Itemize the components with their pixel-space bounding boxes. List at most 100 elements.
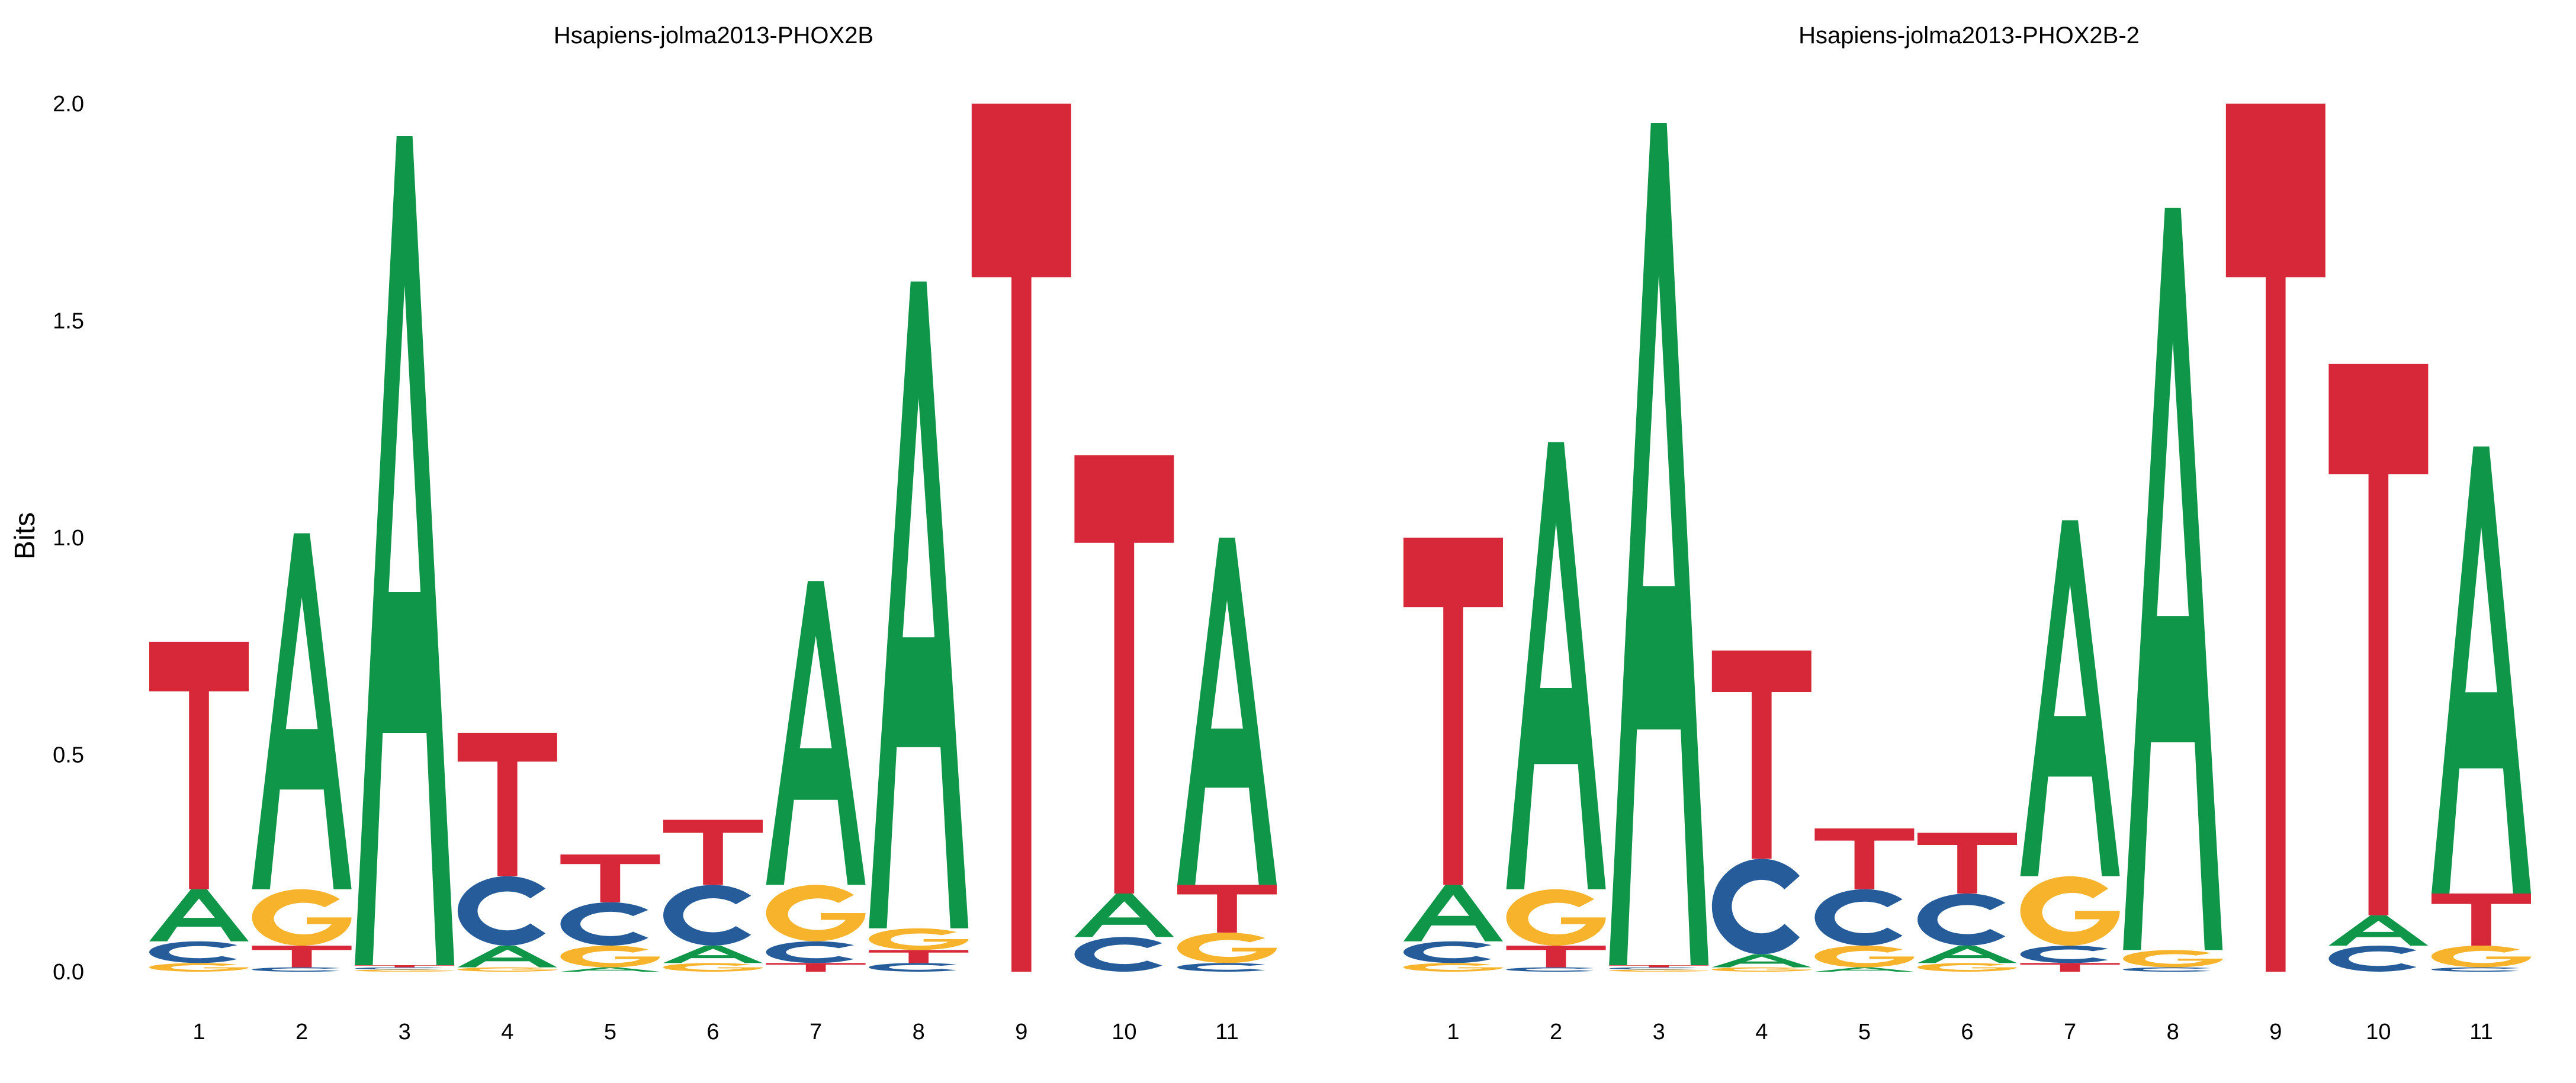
letter-C-pos-5 [1814,889,1903,946]
letter-A-pos-5 [1814,967,1915,972]
letter-T-pos-6 [1917,833,2017,894]
letter-G-pos-2 [1506,889,1606,946]
letter-A-pos-1 [1403,885,1503,941]
letter-T-pos-4 [457,732,557,876]
logo-column-2 [252,533,352,972]
logo-column-10 [2328,364,2429,972]
letter-G-pos-8 [2123,950,2223,968]
logo-column-8 [869,281,969,972]
y-tick-label: 1.5 [53,309,84,334]
y-tick-label: 1.0 [53,526,84,551]
y-tick-label: 0.0 [53,960,84,985]
letter-T-pos-10 [2328,364,2429,915]
letter-C-pos-8 [2123,967,2211,972]
y-tick-label: 2.0 [53,92,84,117]
x-tick-label: 6 [706,1020,719,1045]
letter-C-pos-2 [1506,967,1594,972]
logo-column-6 [663,820,763,972]
x-tick-label: 8 [2167,1020,2179,1045]
letter-C-pos-7 [766,941,854,963]
logo-column-7 [2020,520,2120,972]
x-tick-label: 1 [1447,1020,1459,1045]
letter-C-pos-10 [1074,937,1162,972]
letter-G-pos-1 [149,963,249,972]
x-tick-label: 8 [913,1020,925,1045]
x-tick-label: 7 [810,1020,822,1045]
letter-G-pos-1 [1403,963,1503,972]
x-tick-label: 9 [1015,1020,1027,1045]
letter-A-pos-7 [2020,520,2120,876]
logo-column-4 [1711,650,1811,972]
x-tick-label: 11 [2469,1020,2493,1045]
letter-C-pos-6 [663,885,751,946]
letter-G-pos-7 [766,885,866,941]
letter-T-pos-3 [1609,965,1709,968]
logo-panel-1: Hsapiens-jolma2013-PHOX2B 1 2 3 4 5 6 7 8 9 10 11 [149,23,1277,1045]
letter-A-pos-8 [869,281,969,928]
x-tick-label: 1 [192,1020,205,1045]
logo-column-3 [1609,123,1709,972]
letter-A-pos-7 [766,581,866,885]
letter-A-pos-10 [2328,915,2429,946]
letter-A-pos-5 [560,967,660,972]
letter-T-pos-1 [1403,538,1503,885]
logo-column-1 [1403,538,1503,972]
letter-C-pos-7 [2020,946,2108,963]
y-tick-label: 0.5 [53,743,84,768]
y-axis-ticks: 0.0 0.5 1.0 1.5 2.0 [53,92,84,985]
letter-A-pos-8 [2123,207,2223,950]
letter-G-pos-3 [355,969,455,972]
x-tick-label: 2 [295,1020,308,1045]
x-tick-label: 10 [1112,1020,1136,1045]
logo-column-11 [1177,538,1277,972]
letter-G-pos-8 [869,928,969,950]
x-tick-label: 7 [2064,1020,2076,1045]
logo-column-4 [457,732,557,972]
letter-T-pos-2 [252,946,352,968]
letter-C-pos-11 [2431,967,2520,972]
letter-T-pos-7 [766,963,866,972]
logo-column-5 [560,854,660,972]
logo-column-7 [766,581,866,972]
logo-column-5 [1814,828,1915,972]
letter-T-pos-3 [355,965,455,968]
letter-C-pos-1 [1403,941,1492,963]
letter-C-pos-8 [869,963,957,972]
logo-panel-2: Hsapiens-jolma2013-PHOX2B-2 1 2 3 4 5 6 7 8 9 10 11 [1403,23,2531,1045]
letter-T-pos-7 [2020,963,2120,972]
logo-column-1 [149,641,249,972]
letter-C-pos-4 [457,876,546,946]
logo-column-3 [355,136,455,972]
logo-column-2 [1506,442,1606,972]
letter-T-pos-2 [1506,946,1606,968]
logo-column-9 [2225,104,2326,972]
x-tick-label: 4 [1755,1020,1768,1045]
letter-C-pos-11 [1177,963,1265,972]
letter-G-pos-5 [560,946,660,968]
panel-title: Hsapiens-jolma2013-PHOX2B-2 [1798,23,2140,49]
x-tick-label: 11 [1215,1020,1238,1045]
letter-G-pos-5 [1814,946,1915,968]
letter-T-pos-5 [1814,828,1915,889]
x-tick-label: 10 [2366,1020,2391,1045]
x-tick-label: 3 [1653,1020,1665,1045]
letter-T-pos-5 [560,854,660,902]
logo-column-6 [1917,833,2017,972]
logo-column-8 [2123,207,2223,972]
letter-T-pos-11 [2432,894,2531,946]
logo-column-11 [2431,446,2531,972]
letter-G-pos-6 [1917,963,2017,972]
letter-A-pos-10 [1074,894,1174,937]
letter-A-pos-11 [1177,538,1277,885]
x-tick-label: 5 [604,1020,616,1045]
letter-T-pos-4 [1711,650,1811,859]
letter-A-pos-2 [1506,442,1606,889]
x-tick-label: 2 [1550,1020,1562,1045]
letter-G-pos-11 [1177,933,1277,963]
letter-T-pos-9 [971,104,1071,972]
letter-A-pos-4 [457,946,557,968]
letter-A-pos-1 [149,889,249,941]
letter-G-pos-4 [457,967,557,972]
letter-G-pos-11 [2432,946,2531,968]
